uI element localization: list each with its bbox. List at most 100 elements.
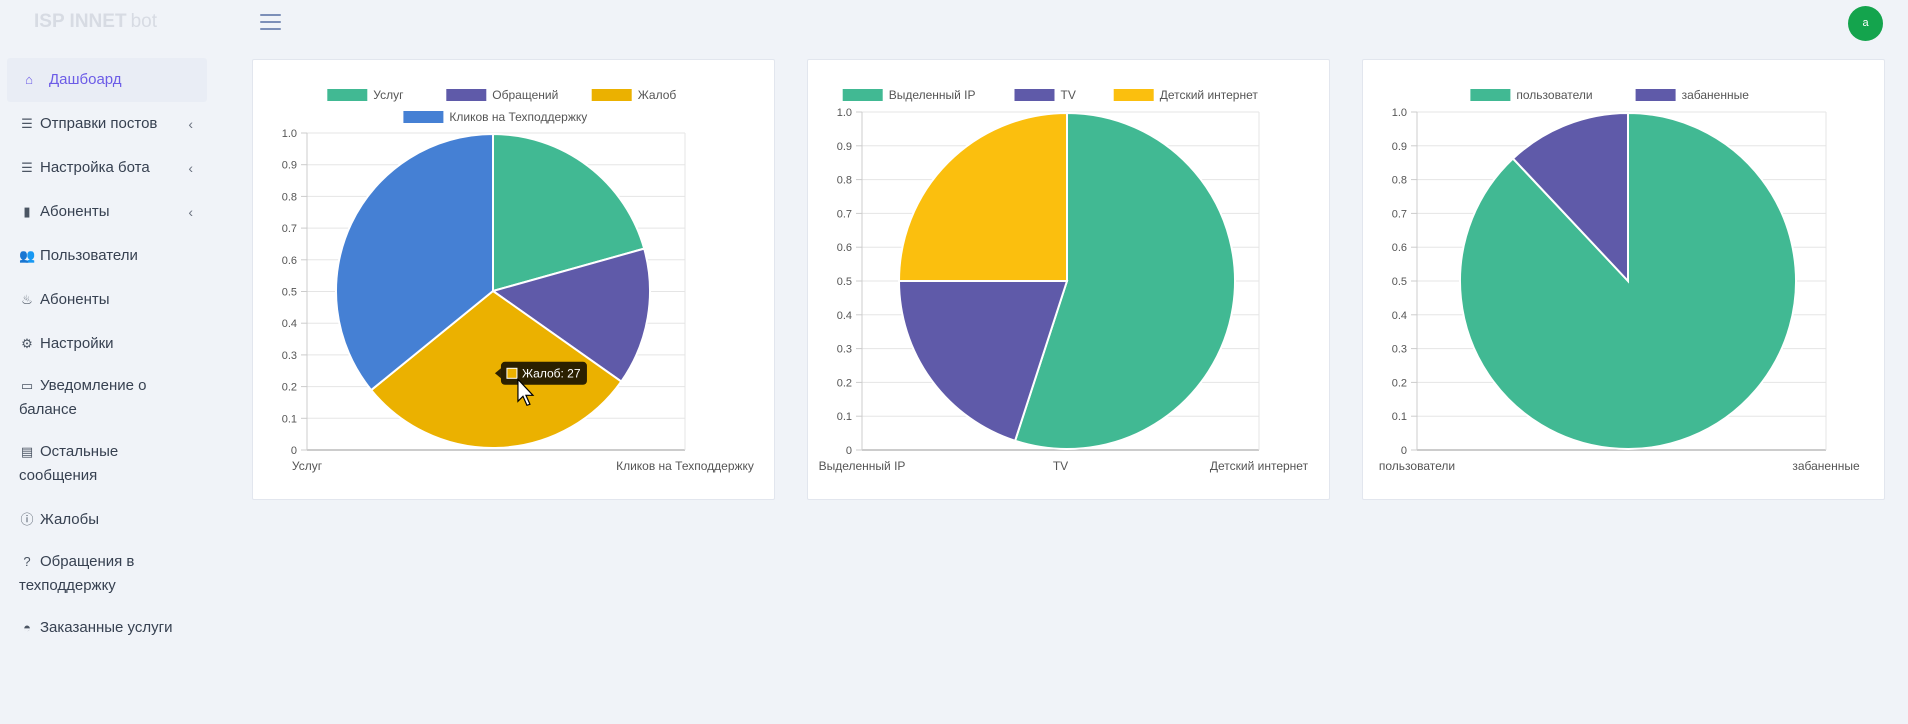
legend-item-1: забаненные [1635, 88, 1750, 102]
top-bar: ISP INNET bot a [0, 0, 1908, 44]
sidebar-item-label: Остальные сообщения [19, 443, 119, 484]
sidebar-item-2[interactable]: ☰ Настройка бота ‹ [7, 146, 207, 190]
legend-item-3: Кликов на Техподдержку [403, 110, 587, 124]
legend-swatch [403, 111, 444, 123]
sidebar-item-8[interactable]: ▤ Остальные сообщения [7, 430, 207, 498]
tooltip-text: Жалоб: 27 [522, 366, 581, 380]
legend-label: Услуг [373, 88, 404, 102]
pie-slice-1[interactable] [1511, 111, 1629, 284]
subscribers-icon: ♨ [21, 292, 33, 307]
x-tick-label: Услуг [292, 459, 323, 473]
brand-sub: bot [130, 11, 157, 32]
y-tick-label: 0.4 [282, 318, 297, 330]
sidebar-item-label: Обращения в техподдержку [19, 553, 135, 594]
support-icon: ? [23, 554, 31, 569]
gear-icon: ⚙ [21, 336, 33, 351]
sliders-icon: ☰ [21, 160, 33, 175]
sidebar-item-label: Отправки постов [40, 115, 158, 132]
pie-chart-users: пользователи забаненные 0 0.1 0.2 0.3 0.4 0.5 0.… [1379, 88, 1860, 473]
y-tick-label: 0.5 [837, 276, 852, 288]
y-tick-label: 0.1 [837, 411, 852, 423]
sidebar-item-1[interactable]: ☰ Отправки постов ‹ [7, 102, 207, 146]
sidebar-item-7[interactable]: ▭ Уведомление о балансе [7, 366, 207, 430]
sidebar-item-3[interactable]: ▮ Абоненты ‹ [7, 190, 207, 234]
bell-icon: ◓ [23, 620, 31, 635]
y-tick-label: 0.3 [1392, 344, 1407, 356]
y-tick-label: 0 [846, 445, 852, 457]
y-tick-label: 1.0 [282, 128, 297, 140]
y-tick-label: 0.5 [1392, 276, 1407, 288]
legend-label: пользователи [1516, 88, 1592, 102]
legend-swatch [1014, 89, 1055, 101]
y-tick-label: 0.2 [1392, 377, 1407, 389]
pie-slice-1[interactable] [897, 280, 1069, 443]
legend-item-1: TV [1014, 88, 1076, 102]
sidebar-item-6[interactable]: ⚙ Настройки [7, 322, 207, 366]
y-tick-label: 0.8 [837, 175, 852, 187]
brand-logo[interactable]: ISP INNET bot [34, 11, 157, 33]
legend-swatch [842, 89, 883, 101]
y-tick-label: 0.9 [837, 141, 852, 153]
chevron-left-icon: ‹ [188, 204, 193, 220]
x-tick-label: Выделенный IP [819, 459, 906, 473]
sidebar-item-10[interactable]: ? Обращения в техподдержку [7, 542, 207, 606]
mouse-cursor-icon [517, 377, 535, 407]
legend-label: Кликов на Техподдержку [449, 110, 587, 124]
tooltip-swatch [506, 367, 518, 379]
sidebar-item-9[interactable]: ⓘ Жалобы [7, 498, 207, 542]
sidebar: ⌂ Дашбоард ☰ Отправки постов ‹ ☰ Настройка бот… [7, 58, 207, 650]
users-icon: 👥 [19, 248, 36, 263]
y-tick-label: 0.6 [282, 255, 297, 267]
sidebar-item-label: Заказанные услуги [40, 619, 173, 636]
sidebar-item-label: Настройка бота [40, 159, 150, 176]
sidebar-item-label: Уведомление о балансе [19, 377, 147, 418]
sidebar-item-label: Абоненты [40, 291, 110, 308]
legend-item-1: Обращений [446, 88, 558, 102]
x-tick-label: TV [1053, 459, 1068, 473]
pie-slice-2[interactable] [369, 289, 623, 449]
legend-swatch [446, 89, 487, 101]
legend-label: Жалоб [638, 88, 677, 102]
y-tick-label: 0.7 [837, 208, 852, 220]
chart-card-requests: Услуг Обращений Жалоб Кликов на Техподдержк… [252, 59, 775, 500]
y-tick-label: 0.3 [837, 344, 852, 356]
sidebar-item-label: Пользователи [40, 247, 138, 264]
y-tick-label: 0.9 [282, 160, 297, 172]
sidebar-item-5[interactable]: ♨ Абоненты [7, 278, 207, 322]
avatar[interactable]: a [1848, 6, 1883, 41]
y-tick-label: 0.6 [1392, 242, 1407, 254]
message-icon: ▤ [20, 444, 34, 459]
wallet-icon: ▭ [20, 378, 34, 393]
pie-slice-3[interactable] [335, 132, 494, 392]
y-tick-label: 0.9 [1392, 141, 1407, 153]
y-tick-label: 1.0 [1392, 107, 1407, 119]
legend-item-0: Выделенный IP [842, 88, 976, 102]
sidebar-item-0[interactable]: ⌂ Дашбоард [7, 58, 207, 102]
pie-slice-0[interactable] [492, 132, 646, 293]
y-tick-label: 0.8 [1392, 175, 1407, 187]
sidebar-item-label: Жалобы [40, 511, 99, 528]
legend-label: забаненные [1682, 88, 1750, 102]
legend-label: Обращений [492, 88, 558, 102]
y-tick-label: 1.0 [837, 107, 852, 119]
tooltip-caret [494, 368, 501, 379]
legend-swatch [1113, 89, 1154, 101]
y-tick-label: 0.8 [282, 191, 297, 203]
y-tick-label: 0.6 [837, 242, 852, 254]
legend-label: Детский интернет [1160, 88, 1259, 102]
pie-slice-0[interactable] [1013, 111, 1236, 450]
sidebar-item-11[interactable]: ◓ Заказанные услуги [7, 606, 207, 650]
y-tick-label: 0.2 [837, 377, 852, 389]
pie-slice-2[interactable] [897, 111, 1068, 282]
y-tick-label: 0.4 [1392, 310, 1407, 322]
menu-toggle-icon[interactable] [260, 14, 281, 30]
pie-chart-requests: Услуг Обращений Жалоб Кликов на Техподдержк… [282, 88, 754, 473]
brand-name: ISP INNET [34, 11, 127, 32]
legend-swatch [1470, 89, 1511, 101]
legend-item-0: пользователи [1470, 88, 1593, 102]
legend-item-2: Жалоб [591, 88, 677, 102]
x-tick-label: забаненные [1792, 459, 1860, 473]
sidebar-item-4[interactable]: 👥 Пользователи [7, 234, 207, 278]
y-tick-label: 0 [1401, 445, 1407, 457]
pie-slice-1[interactable] [490, 247, 651, 383]
